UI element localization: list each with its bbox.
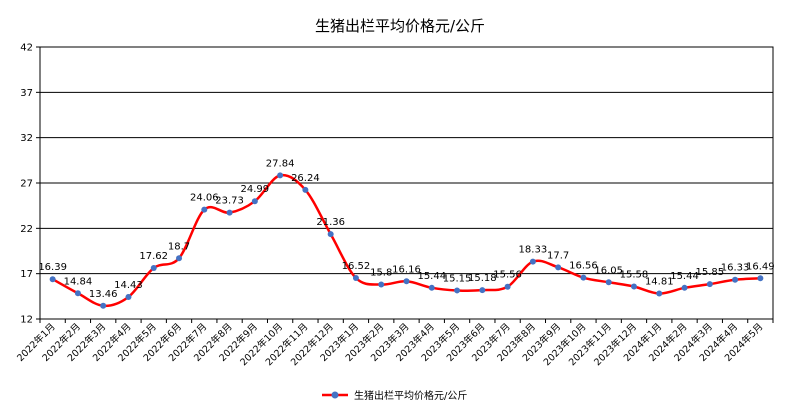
data-point — [706, 281, 713, 288]
data-point — [732, 276, 739, 283]
data-label: 24.99 — [241, 184, 270, 195]
y-tick-label: 12 — [20, 315, 33, 326]
data-point — [757, 275, 764, 282]
data-point — [580, 274, 587, 281]
gridlines — [39, 46, 774, 320]
data-label: 17.7 — [547, 250, 569, 261]
y-tick-label: 32 — [20, 133, 33, 144]
y-tick-label: 17 — [20, 269, 33, 280]
data-labels: 16.3914.8413.4614.4317.6218.724.0623.732… — [38, 158, 774, 299]
y-tick-label: 42 — [20, 43, 33, 54]
data-label: 14.81 — [645, 277, 674, 288]
chart-title: 生猪出栏平均价格元/公斤 — [315, 17, 485, 35]
data-label: 15.8 — [370, 268, 392, 279]
legend-marker — [331, 391, 339, 399]
data-label: 17.62 — [139, 251, 168, 262]
data-point — [327, 231, 334, 238]
data-label: 18.33 — [519, 245, 548, 256]
data-point — [302, 186, 309, 193]
legend-label: 生猪出栏平均价格元/公斤 — [354, 389, 467, 402]
data-point — [125, 293, 132, 300]
data-label: 15.56 — [493, 270, 522, 281]
data-point — [100, 302, 107, 309]
data-point — [49, 276, 56, 283]
data-label: 15.15 — [443, 273, 472, 284]
data-point — [605, 279, 612, 286]
data-point — [201, 206, 208, 213]
data-label: 16.33 — [721, 263, 750, 274]
data-label: 16.49 — [746, 261, 775, 272]
data-label: 27.84 — [266, 158, 295, 169]
data-point — [150, 265, 157, 272]
data-point — [378, 281, 385, 288]
data-label: 14.84 — [64, 276, 93, 287]
data-point — [454, 287, 461, 294]
data-point — [226, 209, 233, 216]
data-label: 18.7 — [168, 241, 190, 252]
data-point — [428, 284, 435, 291]
data-label: 15.44 — [417, 271, 446, 282]
data-point — [403, 278, 410, 285]
data-label: 14.43 — [114, 280, 143, 291]
data-label: 16.56 — [569, 261, 598, 272]
data-point — [176, 255, 183, 262]
data-point — [681, 284, 688, 291]
data-point — [277, 172, 284, 179]
y-tick-label: 37 — [20, 88, 33, 99]
data-label: 16.39 — [38, 262, 67, 273]
y-axis: 12 17 22 27 32 37 42 — [20, 43, 40, 326]
data-label: 15.44 — [670, 271, 699, 282]
data-label: 15.85 — [695, 267, 724, 278]
data-point — [74, 290, 81, 297]
data-point — [555, 264, 562, 271]
data-point — [251, 198, 258, 205]
legend: 生猪出栏平均价格元/公斤 — [322, 389, 467, 402]
data-point — [529, 258, 536, 265]
series-line-layer — [49, 172, 764, 309]
data-label: 16.52 — [342, 261, 371, 272]
y-tick-label: 27 — [20, 179, 33, 190]
data-point — [656, 290, 663, 297]
data-label: 16.05 — [594, 265, 623, 276]
data-point — [630, 283, 637, 290]
y-tick-label: 22 — [20, 224, 33, 235]
data-label: 21.36 — [316, 217, 345, 228]
data-point — [504, 283, 511, 290]
x-axis: 2022年1月2022年2月2022年3月2022年4月2022年5月2022年… — [14, 319, 774, 368]
data-label: 16.16 — [392, 264, 421, 275]
data-label: 24.06 — [190, 193, 219, 204]
data-label: 13.46 — [89, 289, 118, 300]
data-label: 15.58 — [620, 270, 649, 281]
data-label: 23.73 — [215, 196, 244, 207]
data-label: 26.24 — [291, 173, 320, 184]
data-point — [479, 287, 486, 294]
data-point — [352, 275, 359, 282]
data-label: 15.18 — [468, 273, 497, 284]
